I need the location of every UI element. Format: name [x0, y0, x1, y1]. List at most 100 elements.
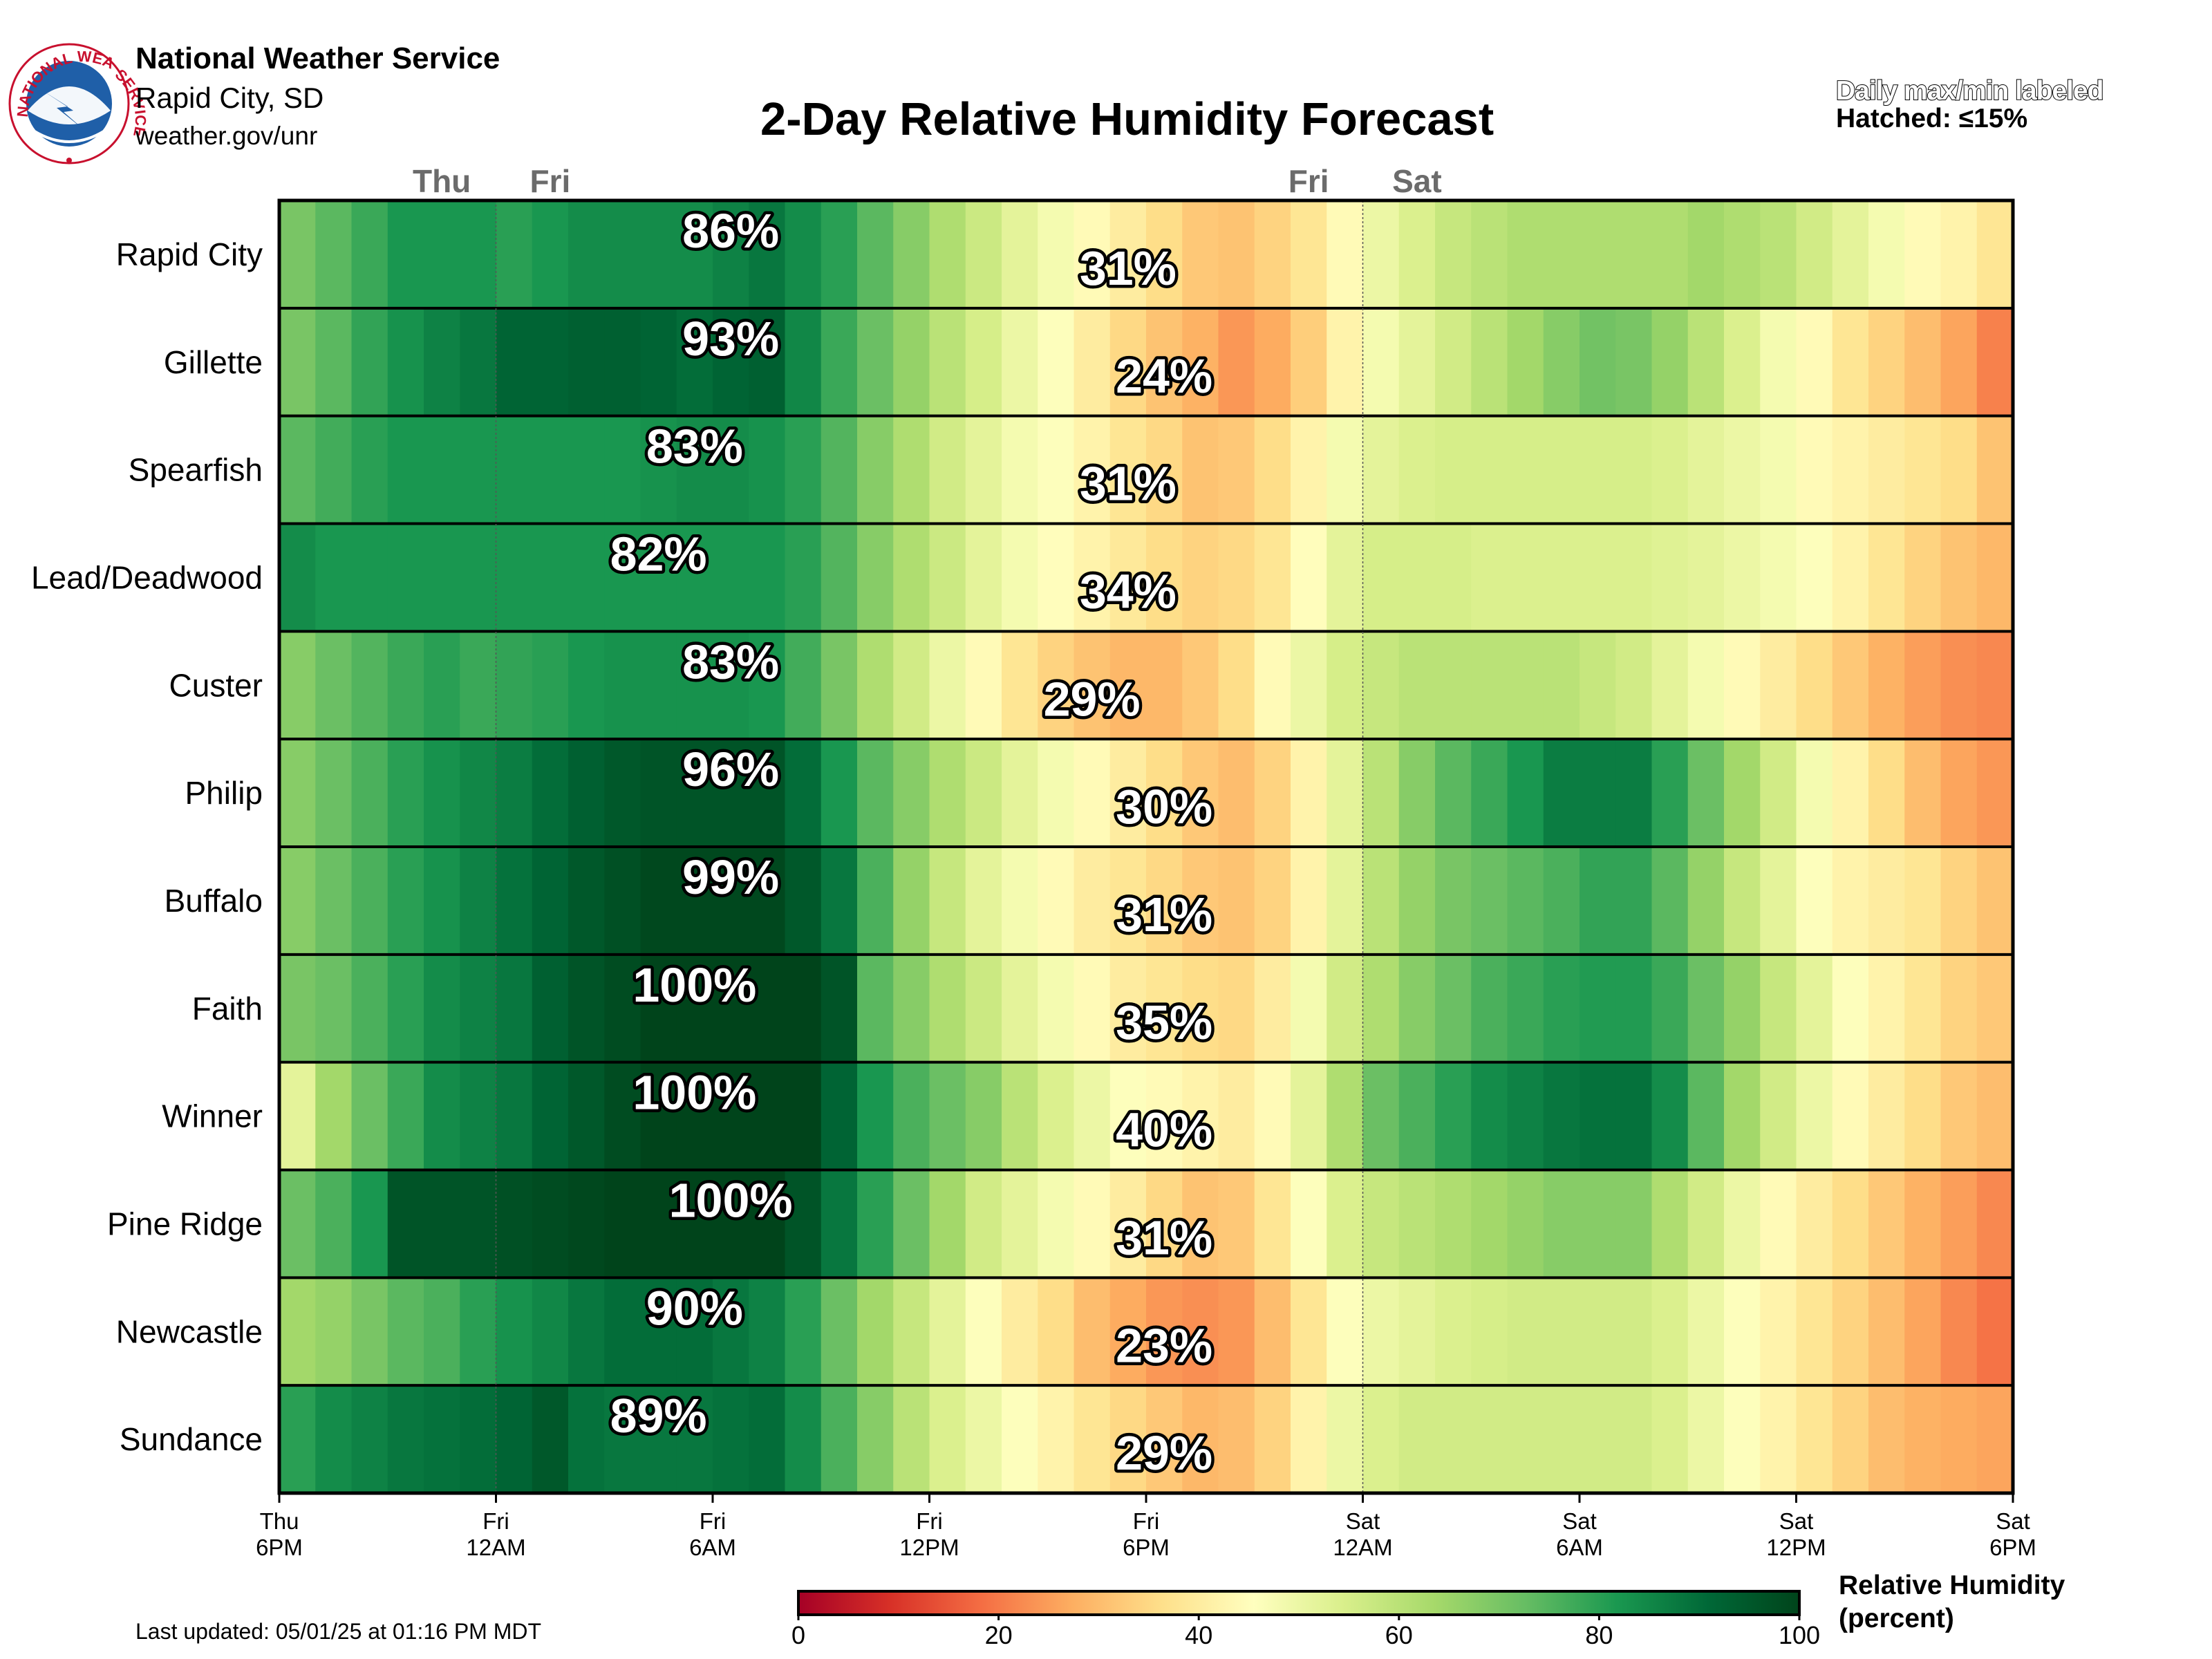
office-url[interactable]: weather.gov/unr	[135, 122, 318, 150]
heatmap-cell	[1327, 1385, 1364, 1494]
heatmap-cell	[893, 1385, 930, 1494]
heatmap-cell	[1904, 954, 1942, 1063]
heatmap-cell	[1580, 308, 1616, 417]
heatmap-cell	[279, 200, 316, 309]
heatmap-cell	[1904, 631, 1942, 740]
heatmap-cell	[713, 415, 749, 525]
heatmap-cell	[387, 1170, 424, 1278]
daily-min-label: 40%	[1116, 1103, 1212, 1157]
heatmap-cell	[1796, 200, 1833, 309]
heatmap-cell	[1002, 1385, 1038, 1494]
heatmap-cell	[785, 1062, 822, 1171]
heatmap-cell	[1868, 954, 1905, 1063]
heatmap-cell	[1038, 200, 1075, 309]
heatmap-cell	[424, 1062, 460, 1171]
heatmap-cell	[1507, 1385, 1544, 1494]
heatmap-cell	[640, 1385, 677, 1494]
top-day-label: Fri	[529, 163, 570, 199]
heatmap-cell	[460, 200, 497, 309]
heatmap-cell	[1218, 631, 1255, 740]
heatmap-row	[279, 415, 2014, 525]
colorbar-ramp	[797, 1590, 1801, 1616]
heatmap-cell	[1327, 523, 1364, 632]
heatmap-cell	[749, 954, 786, 1063]
heatmap-cell	[929, 523, 966, 632]
heatmap-cell	[713, 200, 749, 309]
heatmap-cell	[821, 631, 858, 740]
heatmap-cell	[1362, 308, 1400, 417]
daily-max-label: 96%	[682, 742, 779, 796]
heatmap-cell	[1904, 200, 1942, 309]
heatmap-cell	[1651, 1277, 1689, 1386]
heatmap-cell	[821, 954, 858, 1063]
heatmap-cell	[1146, 200, 1183, 309]
heatmap-cell	[1832, 1277, 1869, 1386]
heatmap-cell	[785, 631, 822, 740]
heatmap-cell	[1254, 1170, 1291, 1278]
heatmap-cell	[893, 200, 930, 309]
heatmap-cell	[1471, 523, 1508, 632]
heatmap-cell	[532, 1385, 569, 1494]
heatmap-cell	[749, 739, 786, 847]
heatmap-cell	[640, 739, 677, 847]
heatmap-cell	[460, 415, 497, 525]
row-label: Winner	[162, 1098, 263, 1134]
heatmap-cell	[1109, 1385, 1147, 1494]
heatmap-cell	[929, 1062, 966, 1171]
colorbar-title-line1: Relative Humidity	[1839, 1571, 2065, 1600]
heatmap-cell	[1327, 847, 1364, 955]
heatmap-cell	[1471, 308, 1508, 417]
heatmap-cell	[1435, 308, 1472, 417]
heatmap-cell	[1760, 954, 1797, 1063]
heatmap-cell	[568, 1170, 605, 1278]
heatmap-cell	[532, 200, 569, 309]
heatmap-cell	[279, 1277, 316, 1386]
heatmap-cell	[1327, 415, 1364, 525]
heatmap-cell	[749, 308, 786, 417]
heatmap-cell	[1651, 1385, 1689, 1494]
heatmap-cell	[1254, 1277, 1291, 1386]
heatmap-cell	[604, 200, 641, 309]
heatmap-cell	[1471, 200, 1508, 309]
heatmap-cell	[1002, 954, 1038, 1063]
heatmap-cell	[1146, 308, 1183, 417]
heatmap-cell	[785, 415, 822, 525]
heatmap-cell	[1507, 523, 1544, 632]
heatmap-cell	[1651, 631, 1689, 740]
heatmap-cell	[1651, 200, 1689, 309]
heatmap-cell	[1796, 308, 1833, 417]
heatmap-cell	[1580, 954, 1616, 1063]
heatmap-cell	[929, 1385, 966, 1494]
heatmap-cell	[424, 308, 460, 417]
heatmap-cell	[532, 1062, 569, 1171]
heatmap-cell	[1760, 631, 1797, 740]
heatmap-cell	[965, 523, 1002, 632]
heatmap-cell	[496, 1277, 533, 1386]
heatmap-cell	[1724, 739, 1761, 847]
heatmap-cell	[460, 847, 497, 955]
heatmap-cell	[1940, 1277, 1978, 1386]
heatmap-cell	[640, 523, 677, 632]
heatmap-cell	[1976, 1170, 2014, 1278]
heatmap-cell	[1976, 954, 2014, 1063]
heatmap-cell	[676, 1062, 713, 1171]
heatmap-cell	[351, 1277, 388, 1386]
heatmap-cell	[1580, 1277, 1616, 1386]
heatmap-cell	[315, 1385, 353, 1494]
heatmap-cell	[460, 739, 497, 847]
heatmap-cell	[1543, 523, 1580, 632]
heatmap-cell	[496, 415, 533, 525]
heatmap-cell	[1398, 1277, 1436, 1386]
heatmap-cell	[604, 847, 641, 955]
heatmap-cell	[424, 954, 460, 1063]
heatmap-cell	[532, 415, 569, 525]
heatmap-cell	[532, 847, 569, 955]
heatmap-cell	[785, 523, 822, 632]
heatmap-cell	[1724, 631, 1761, 740]
heatmap-cell	[821, 415, 858, 525]
heatmap-cell	[1940, 847, 1978, 955]
heatmap-row	[279, 1277, 2014, 1386]
heatmap-cell	[351, 308, 388, 417]
heatmap-cell	[387, 1385, 424, 1494]
heatmap-cell	[713, 631, 749, 740]
